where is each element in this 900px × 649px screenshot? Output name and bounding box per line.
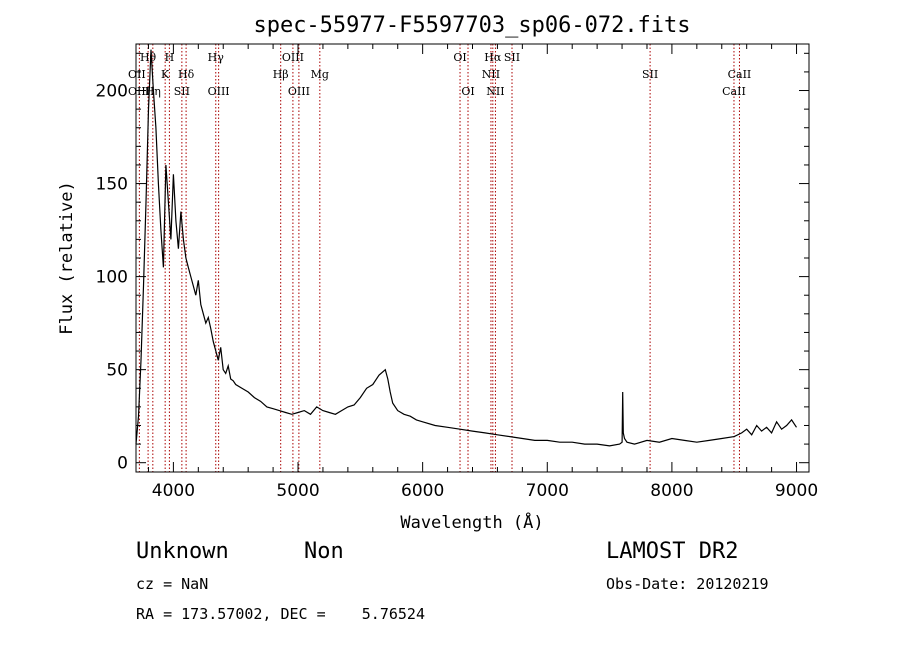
x-tick-label: 8000 (650, 481, 693, 501)
obs-date: Obs-Date: 20120219 (606, 575, 769, 593)
y-axis-label: Flux (relative) (57, 181, 77, 335)
class-name: Unknown (136, 539, 229, 564)
plot-frame (135, 43, 810, 473)
x-axis-label: Wavelength (Å) (400, 511, 543, 533)
redshift-cz: cz = NaN (136, 575, 209, 593)
spectral-line-label: CaII (722, 85, 746, 98)
spectral-line-markers (138, 44, 740, 472)
spectral-line-label: OI (461, 85, 474, 98)
spectrum-line (135, 49, 798, 447)
spectral-line-label: K (161, 68, 170, 81)
spectral-line-label: H (165, 51, 175, 64)
spectral-line-label: Hθ (140, 51, 157, 64)
spectral-line-label: Hγ (208, 51, 225, 64)
x-axis-ticks: 4000 5000 6000 7000 8000 9000 (147, 44, 818, 501)
subclass: Non (304, 539, 344, 564)
ra-dec-coordinates: RA = 173.57002, DEC = 5.76524 (136, 605, 425, 623)
spectral-line-label: Hα (484, 51, 502, 64)
spectral-line-label: OIII (282, 51, 304, 64)
spectral-line-label: NII (482, 68, 500, 81)
spectral-line-label: OI (453, 51, 466, 64)
spectral-line-label: OIII (128, 85, 150, 98)
x-tick-label: 9000 (775, 481, 818, 501)
x-tick-label: 7000 (526, 481, 569, 501)
y-tick-label: 150 (96, 175, 128, 195)
spectral-line-label: OIII (208, 85, 230, 98)
x-tick-label: 6000 (401, 481, 444, 501)
y-tick-label: 0 (117, 454, 128, 474)
spectral-line-label: Hβ (273, 68, 289, 81)
spectral-line-label: NII (486, 85, 504, 98)
y-axis-ticks: 0 50 100 150 200 (96, 52, 809, 474)
spectral-line-label: SII (642, 68, 658, 81)
survey-name: LAMOST DR2 (606, 539, 739, 564)
chart-title: spec-55977-F5597703_sp06-072.fits (253, 13, 690, 38)
spectral-line-label: SII (504, 51, 520, 64)
spectral-line-label: OIII (288, 85, 310, 98)
y-tick-label: 200 (96, 82, 128, 102)
spectral-line-label: Hδ (178, 68, 195, 81)
x-tick-label: 4000 (152, 481, 195, 501)
spectral-line-label: OII (128, 68, 146, 81)
x-tick-label: 5000 (276, 481, 319, 501)
spectral-line-label: CaII (728, 68, 752, 81)
spectral-line-label: Mg (311, 68, 329, 81)
y-tick-label: 50 (106, 361, 128, 381)
spectral-line-label: SII (174, 85, 190, 98)
y-tick-label: 100 (96, 268, 128, 288)
